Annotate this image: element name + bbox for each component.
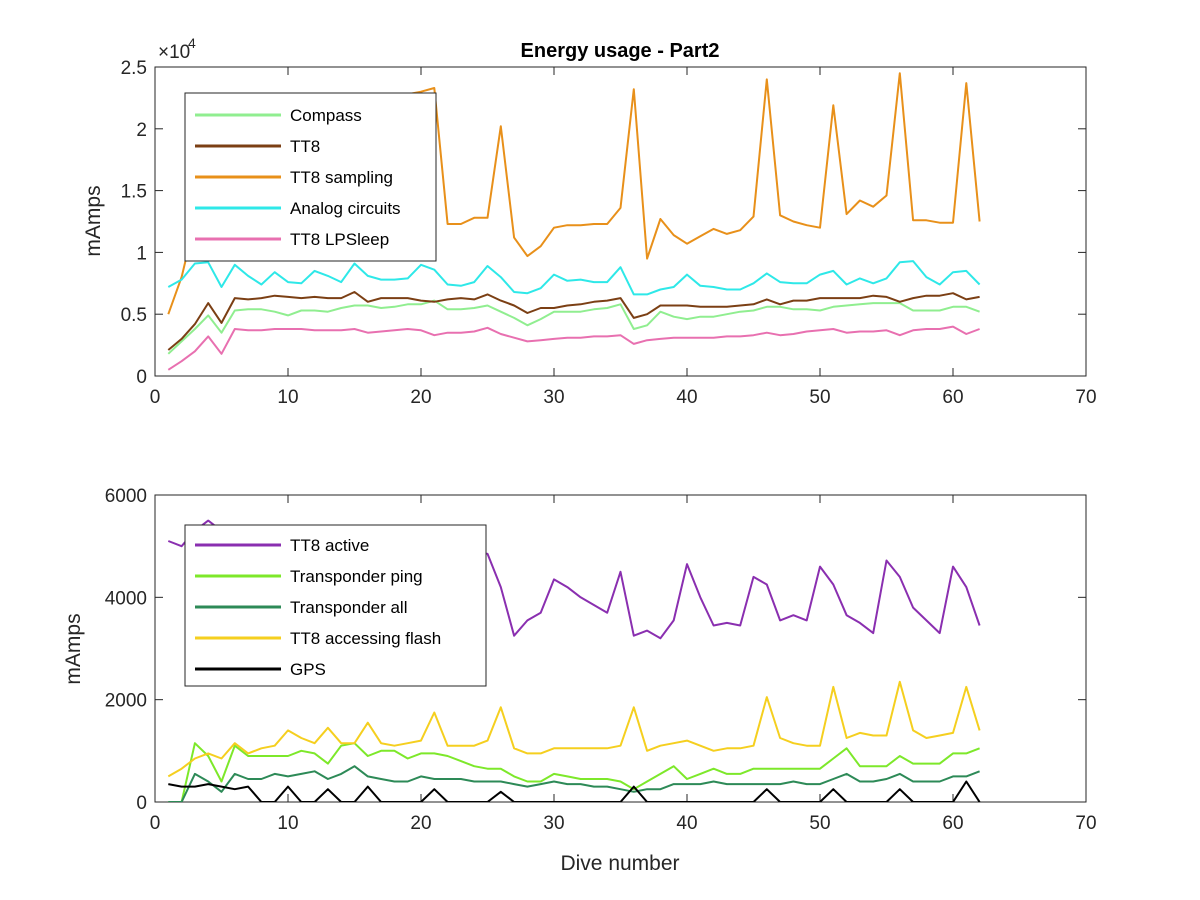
y-exponent-label: ×10 4 — [158, 35, 196, 63]
series-line-transponder-ping — [168, 742, 980, 802]
y-tick-label: 6000 — [105, 486, 147, 507]
legend-label-analog-circuits: Analog circuits — [290, 199, 401, 218]
y-tick-label: 2.5 — [121, 58, 147, 79]
x-tick-label: 0 — [150, 387, 161, 408]
series-line-analog-circuits — [167, 260, 981, 296]
legend-top: Compass TT8 TT8 sampling Analog circuits TT8… — [184, 92, 437, 262]
legend-label-gps: GPS — [290, 660, 326, 679]
x-tick-label: 60 — [942, 387, 963, 408]
legend-label-tt8-active: TT8 active — [290, 536, 369, 555]
legend-bottom: TT8 active Transponder ping Transponder al… — [184, 524, 487, 687]
series-line-tt8-accessing-flash — [167, 680, 981, 778]
x-tick-label: 10 — [277, 813, 298, 834]
x-tick-label: 50 — [809, 813, 830, 834]
x-tick-label: 20 — [410, 387, 431, 408]
y-tick-label: 1 — [136, 243, 147, 264]
legend-label-tt8: TT8 — [290, 137, 320, 156]
y-exponent-power: 4 — [188, 35, 196, 51]
series-line-tt8 — [167, 291, 980, 351]
ticks-top: 0 10 20 30 40 50 60 70 0 0.5 1 1.5 2 2.5 — [121, 58, 1097, 408]
legend-label-tt8-lpsleep: TT8 LPSleep — [290, 230, 389, 249]
x-tick-label: 30 — [543, 813, 564, 834]
x-tick-label: 70 — [1075, 813, 1096, 834]
x-tick-label: 40 — [676, 813, 697, 834]
y-tick-label: 2 — [136, 120, 147, 141]
x-tick-label: 60 — [942, 813, 963, 834]
series-line-transponder-all — [168, 765, 980, 802]
chart-title: Energy usage - Part2 — [521, 40, 720, 62]
x-tick-label: 10 — [277, 387, 298, 408]
x-tick-label: 20 — [410, 813, 431, 834]
x-tick-label: 50 — [809, 387, 830, 408]
legend-label-compass: Compass — [290, 106, 362, 125]
ticks-bottom: 0 10 20 30 40 50 60 70 0 2000 4000 6000 — [105, 486, 1097, 834]
y-tick-label: 1.5 — [121, 182, 147, 203]
legend-label-transponder-ping: Transponder ping — [290, 567, 423, 586]
x-tick-label: 0 — [150, 813, 161, 834]
x-tick-label: 70 — [1075, 387, 1096, 408]
y-tick-label: 0 — [136, 793, 147, 814]
y-axis-label-bottom: mAmps — [62, 613, 85, 684]
y-exponent-base: ×10 — [158, 42, 190, 63]
x-tick-label: 30 — [543, 387, 564, 408]
legend-label-transponder-all: Transponder all — [290, 598, 408, 617]
legend-label-tt8-accessing-flash: TT8 accessing flash — [290, 629, 441, 648]
legend-label-tt8-sampling: TT8 sampling — [290, 168, 393, 187]
y-tick-label: 2000 — [105, 691, 147, 712]
chart-energy-part2-bottom: mAmps Dive number 0 10 20 30 40 50 60 70 0 2000 40… — [62, 486, 1097, 875]
y-tick-label: 4000 — [105, 588, 147, 609]
series-line-gps — [168, 780, 981, 802]
x-axis-label: Dive number — [560, 852, 679, 875]
y-tick-label: 0.5 — [121, 305, 147, 326]
y-tick-label: 0 — [136, 367, 147, 388]
x-tick-label: 40 — [676, 387, 697, 408]
chart-energy-part2-top: Energy usage - Part2 mAmps ×10 4 0 10 20 30… — [82, 35, 1097, 408]
y-axis-label-top: mAmps — [82, 185, 105, 256]
series-line-compass — [167, 299, 980, 355]
series-line-tt8-lpsleep — [167, 325, 980, 371]
